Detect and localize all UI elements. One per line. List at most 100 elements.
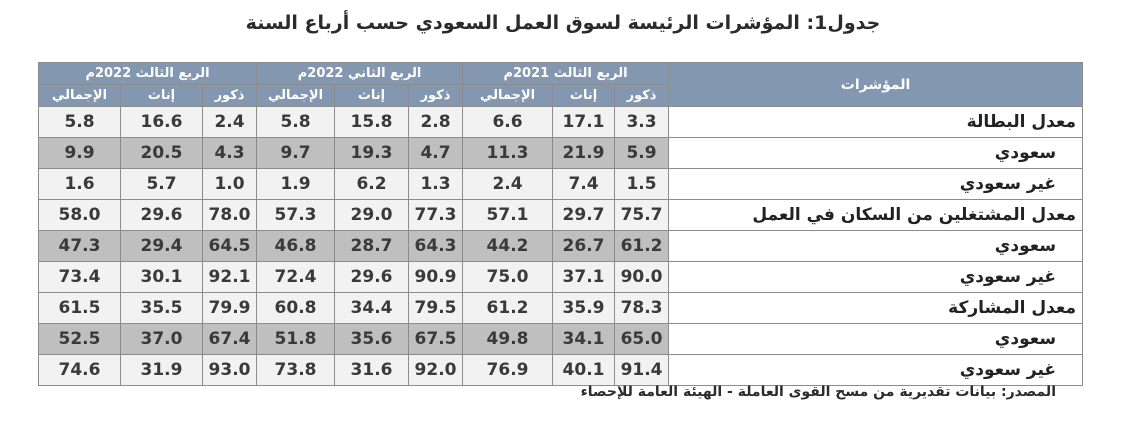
value-cell: 67.4 bbox=[201, 323, 258, 355]
value-cell: 31.9 bbox=[120, 354, 203, 386]
value-cell: 29.7 bbox=[552, 199, 616, 231]
value-cell: 1.5 bbox=[614, 168, 670, 200]
value-cell: 2.8 bbox=[408, 106, 464, 138]
value-cell: 2.4 bbox=[201, 106, 258, 138]
value-cell: 31.6 bbox=[334, 354, 410, 386]
value-cell: 9.7 bbox=[256, 137, 336, 169]
value-cell: 37.1 bbox=[552, 261, 616, 293]
quarter-header: الربع الثالث 2021م bbox=[462, 62, 670, 85]
subheader-male: ذكور bbox=[408, 84, 464, 107]
value-cell: 58.0 bbox=[38, 199, 121, 231]
table-row: 5.8 16.6 2.4 5.8 15.8 2.8 6.6 17.1 3.3 معدل البطا… bbox=[38, 106, 1084, 138]
value-cell: 2.4 bbox=[462, 168, 554, 200]
value-cell: 60.8 bbox=[256, 292, 336, 324]
value-cell: 1.0 bbox=[201, 168, 258, 200]
subheader-male: ذكور bbox=[201, 84, 258, 107]
indicator-label: سعودي bbox=[668, 137, 1084, 169]
value-cell: 61.2 bbox=[462, 292, 554, 324]
source-note: المصدر: بيانات تقديرية من مسح القوى العا… bbox=[580, 384, 1056, 400]
value-cell: 52.5 bbox=[38, 323, 121, 355]
value-cell: 16.6 bbox=[120, 106, 203, 138]
value-cell: 77.3 bbox=[408, 199, 464, 231]
indicator-label: سعودي bbox=[668, 230, 1084, 262]
value-cell: 4.7 bbox=[408, 137, 464, 169]
indicator-label: معدل المشتغلين من السكان في العمل bbox=[668, 199, 1084, 231]
value-cell: 9.9 bbox=[38, 137, 121, 169]
value-cell: 35.6 bbox=[334, 323, 410, 355]
value-cell: 29.0 bbox=[334, 199, 410, 231]
table-row: 9.9 20.5 4.3 9.7 19.3 4.7 11.3 21.9 5.9 سعودي bbox=[38, 137, 1084, 169]
value-cell: 1.3 bbox=[408, 168, 464, 200]
table-row: 61.5 35.5 79.9 60.8 34.4 79.5 61.2 35.9 78.3 معدل… bbox=[38, 292, 1084, 324]
value-cell: 51.8 bbox=[256, 323, 336, 355]
value-cell: 7.4 bbox=[552, 168, 616, 200]
labor-market-table: الربع الثالث 2022م الربع الثاني 2022م ال… bbox=[37, 62, 1084, 386]
value-cell: 6.6 bbox=[462, 106, 554, 138]
table-row: 1.6 5.7 1.0 1.9 6.2 1.3 2.4 7.4 1.5 غير سعودي bbox=[38, 168, 1084, 200]
value-cell: 73.8 bbox=[256, 354, 336, 386]
value-cell: 61.5 bbox=[38, 292, 121, 324]
subheader-female: إناث bbox=[552, 84, 616, 107]
value-cell: 61.2 bbox=[614, 230, 670, 262]
value-cell: 29.6 bbox=[120, 199, 203, 231]
value-cell: 91.4 bbox=[614, 354, 670, 386]
value-cell: 49.8 bbox=[462, 323, 554, 355]
table-row: 47.3 29.4 64.5 46.8 28.7 64.3 44.2 26.7 61.2 سعود… bbox=[38, 230, 1084, 262]
quarter-header: الربع الثالث 2022م bbox=[37, 62, 258, 85]
subheader-total: الإجمالي bbox=[462, 84, 554, 107]
subheader-total: الإجمالي bbox=[38, 84, 121, 107]
subheader-female: إناث bbox=[120, 84, 203, 107]
value-cell: 57.3 bbox=[256, 199, 336, 231]
table-row: 52.5 37.0 67.4 51.8 35.6 67.5 49.8 34.1 65.0 سعود… bbox=[38, 323, 1084, 355]
value-cell: 5.8 bbox=[38, 106, 121, 138]
indicator-label: سعودي bbox=[668, 323, 1084, 355]
value-cell: 35.5 bbox=[120, 292, 203, 324]
quarter-header: الربع الثاني 2022م bbox=[256, 62, 464, 85]
value-cell: 6.2 bbox=[334, 168, 410, 200]
indicator-label: معدل البطالة bbox=[668, 106, 1084, 138]
value-cell: 46.8 bbox=[256, 230, 336, 262]
table-title: جدول1: المؤشرات الرئيسة لسوق العمل السعو… bbox=[245, 12, 881, 34]
value-cell: 65.0 bbox=[614, 323, 670, 355]
value-cell: 57.1 bbox=[462, 199, 554, 231]
value-cell: 40.1 bbox=[552, 354, 616, 386]
value-cell: 78.3 bbox=[614, 292, 670, 324]
value-cell: 76.9 bbox=[462, 354, 554, 386]
value-cell: 67.5 bbox=[408, 323, 464, 355]
value-cell: 47.3 bbox=[38, 230, 121, 262]
subheader-male: ذكور bbox=[614, 84, 670, 107]
table-row: 73.4 30.1 92.1 72.4 29.6 90.9 75.0 37.1 90.0 غير … bbox=[38, 261, 1084, 293]
value-cell: 64.3 bbox=[408, 230, 464, 262]
table-row: 58.0 29.6 78.0 57.3 29.0 77.3 57.1 29.7 75.7 معدل… bbox=[38, 199, 1084, 231]
value-cell: 3.3 bbox=[614, 106, 670, 138]
subheader-total: الإجمالي bbox=[256, 84, 336, 107]
value-cell: 17.1 bbox=[552, 106, 616, 138]
value-cell: 73.4 bbox=[38, 261, 121, 293]
value-cell: 1.9 bbox=[256, 168, 336, 200]
value-cell: 19.3 bbox=[334, 137, 410, 169]
value-cell: 21.9 bbox=[552, 137, 616, 169]
value-cell: 4.3 bbox=[201, 137, 258, 169]
value-cell: 20.5 bbox=[120, 137, 203, 169]
table-row: 74.6 31.9 93.0 73.8 31.6 92.0 76.9 40.1 91.4 غير … bbox=[38, 354, 1084, 386]
value-cell: 11.3 bbox=[462, 137, 554, 169]
indicators-header: المؤشرات bbox=[668, 62, 1084, 107]
value-cell: 37.0 bbox=[120, 323, 203, 355]
value-cell: 79.9 bbox=[201, 292, 258, 324]
value-cell: 26.7 bbox=[552, 230, 616, 262]
value-cell: 35.9 bbox=[552, 292, 616, 324]
value-cell: 44.2 bbox=[462, 230, 554, 262]
indicator-label: معدل المشاركة bbox=[668, 292, 1084, 324]
value-cell: 90.0 bbox=[614, 261, 670, 293]
value-cell: 29.6 bbox=[334, 261, 410, 293]
value-cell: 28.7 bbox=[334, 230, 410, 262]
value-cell: 5.8 bbox=[256, 106, 336, 138]
value-cell: 75.0 bbox=[462, 261, 554, 293]
value-cell: 5.7 bbox=[120, 168, 203, 200]
value-cell: 30.1 bbox=[120, 261, 203, 293]
value-cell: 93.0 bbox=[201, 354, 258, 386]
value-cell: 34.4 bbox=[334, 292, 410, 324]
value-cell: 92.1 bbox=[201, 261, 258, 293]
value-cell: 15.8 bbox=[334, 106, 410, 138]
indicator-label: غير سعودي bbox=[668, 261, 1084, 293]
